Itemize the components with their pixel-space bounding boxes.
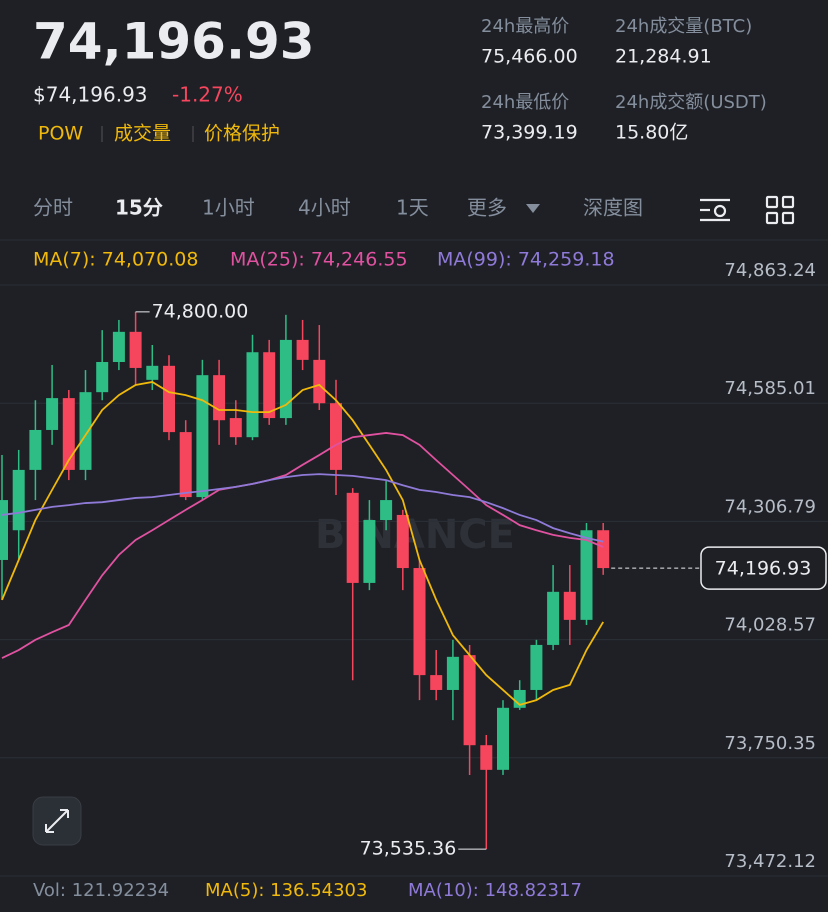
candle-body: [580, 530, 593, 620]
candle-body: [179, 432, 192, 498]
candle-body: [313, 359, 326, 404]
candle-body: [62, 398, 75, 470]
tag[interactable]: 价格保护: [204, 123, 280, 145]
candle-body: [279, 339, 292, 419]
candle-body: [129, 331, 142, 368]
candle-body: [0, 500, 8, 560]
ma-line: [1, 473, 604, 543]
stat-label: 24h最低价: [481, 92, 569, 113]
stat-value: 21,284.91: [615, 46, 712, 68]
tag[interactable]: POW: [38, 123, 83, 145]
candle-body: [396, 514, 409, 569]
candle-body: [330, 403, 342, 470]
volume-ma5: MA(5): 136.54303: [205, 880, 367, 901]
ma-line: [1, 381, 604, 706]
legend-entry: MA(99): 74,259.18: [437, 249, 615, 271]
candle-body: [29, 429, 42, 470]
expand-icon: [45, 809, 69, 833]
legend-entry: MA(7): 74,070.08: [33, 249, 198, 271]
low-label: 73,535.36: [360, 838, 457, 860]
stat-value: 15.80亿: [615, 122, 688, 144]
stat-value: 73,399.19: [481, 122, 578, 144]
tab[interactable]: 分时: [33, 196, 73, 220]
last-price-label: 74,196.93: [715, 558, 812, 580]
candle-body: [213, 375, 226, 421]
high-label: 74,800.00: [152, 300, 249, 322]
y-tick-label: 74,585.01: [724, 378, 816, 399]
change: -1.27%: [172, 83, 243, 107]
candle-body: [563, 591, 576, 620]
stat-label: 24h成交额(USDT): [615, 92, 767, 113]
candle-body: [163, 365, 175, 433]
y-tick-label: 73,472.12: [724, 851, 816, 872]
candle-body: [346, 492, 359, 583]
tab[interactable]: 更多: [467, 196, 507, 220]
candle-body: [380, 500, 393, 521]
price-usd: $74,196.93: [33, 83, 148, 107]
layout-icon[interactable]: [765, 195, 795, 225]
candle-body: [229, 418, 242, 438]
candle-body: [12, 469, 25, 531]
candle-body: [446, 656, 459, 690]
tag[interactable]: 成交量: [114, 123, 171, 145]
y-tick-label: 74,306.79: [724, 496, 816, 517]
candle-body: [530, 644, 543, 690]
y-tick-label: 74,028.57: [724, 615, 816, 636]
settings-icon[interactable]: [700, 198, 730, 222]
candle-body: [430, 675, 443, 690]
tab[interactable]: 1天: [396, 196, 429, 220]
volume: Vol: 121.92234: [33, 880, 169, 901]
y-tick-label: 74,863.24: [724, 260, 816, 281]
candle-body: [463, 655, 476, 746]
tab-active[interactable]: 15分: [115, 196, 163, 220]
candle-body: [597, 530, 610, 569]
legend-entry: MA(25): 74,246.55: [230, 249, 408, 271]
candle-body: [112, 331, 125, 362]
candle-body: [363, 520, 376, 583]
tab[interactable]: 1小时: [202, 196, 255, 220]
candle-body: [79, 392, 92, 470]
tab[interactable]: 4小时: [298, 196, 351, 220]
ma-line: [1, 432, 604, 659]
tab[interactable]: 深度图: [583, 196, 643, 220]
volume-ma10: MA(10): 148.82317: [408, 880, 582, 901]
dropdown-arrow: [526, 204, 540, 213]
watermark: BINANCE: [315, 512, 515, 558]
candle-body: [547, 591, 560, 645]
stat-label: 24h最高价: [481, 16, 569, 37]
stat-label: 24h成交量(BTC): [615, 16, 752, 37]
candle-body: [296, 339, 309, 360]
candle-body: [497, 707, 509, 770]
candle-body: [96, 361, 109, 393]
price: 74,196.93: [33, 13, 315, 71]
candle-body: [480, 745, 493, 770]
candle-body: [46, 398, 59, 430]
candle-body: [146, 365, 159, 380]
y-tick-label: 73,750.35: [724, 733, 816, 754]
last-price-tag: [700, 546, 827, 590]
candle-body: [196, 375, 209, 498]
candle-body: [413, 568, 426, 676]
candle-body: [263, 352, 276, 419]
candle-body: [246, 352, 259, 438]
stat-value: 75,466.00: [481, 46, 578, 68]
